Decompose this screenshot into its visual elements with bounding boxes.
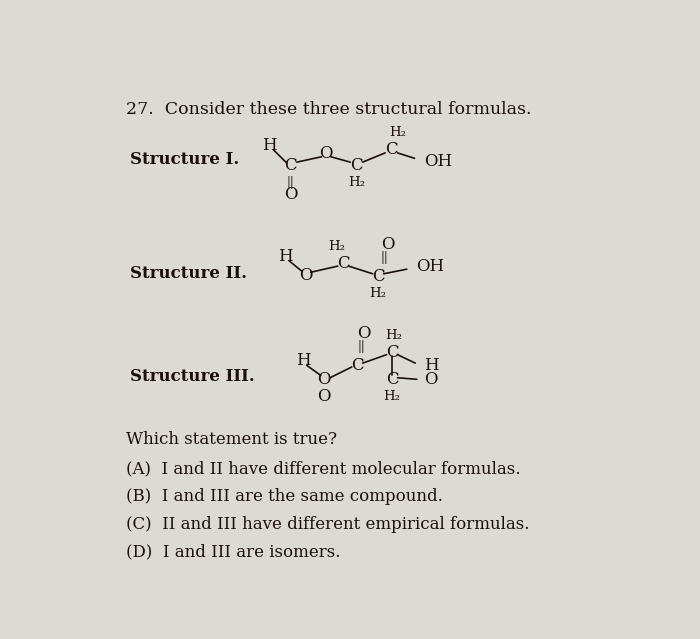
Text: C: C xyxy=(337,254,349,272)
Text: O: O xyxy=(317,388,330,404)
Text: O: O xyxy=(319,145,333,162)
Text: O: O xyxy=(284,186,298,203)
Text: H: H xyxy=(278,247,293,265)
Text: (B)  I and III are the same compound.: (B) I and III are the same compound. xyxy=(126,488,443,505)
Text: C: C xyxy=(386,344,398,361)
Text: H₂: H₂ xyxy=(385,329,402,342)
Text: (D)  I and III are isomers.: (D) I and III are isomers. xyxy=(126,543,341,560)
Text: C: C xyxy=(284,157,297,174)
Text: H₂: H₂ xyxy=(328,240,346,252)
Text: (A)  I and II have different molecular formulas.: (A) I and II have different molecular fo… xyxy=(126,460,521,477)
Text: C: C xyxy=(351,357,363,374)
Text: ||: || xyxy=(287,176,295,189)
Text: H: H xyxy=(262,137,277,155)
Text: O: O xyxy=(300,267,313,284)
Text: O: O xyxy=(381,236,394,253)
Text: O: O xyxy=(357,325,370,342)
Text: O: O xyxy=(317,371,330,388)
Text: H: H xyxy=(295,351,310,369)
Text: Structure I.: Structure I. xyxy=(130,151,239,168)
Text: H₂: H₂ xyxy=(370,288,386,300)
Text: Structure III.: Structure III. xyxy=(130,369,255,385)
Text: C: C xyxy=(385,141,398,158)
Text: H₂: H₂ xyxy=(384,390,400,403)
Text: H₂: H₂ xyxy=(389,127,406,139)
Text: H: H xyxy=(424,357,438,374)
Text: Which statement is true?: Which statement is true? xyxy=(126,431,337,448)
Text: OH: OH xyxy=(416,258,444,275)
Text: OH: OH xyxy=(424,153,452,170)
Text: C: C xyxy=(372,268,384,286)
Text: (C)  II and III have different empirical formulas.: (C) II and III have different empirical … xyxy=(126,516,530,532)
Text: ||: || xyxy=(357,340,365,353)
Text: C: C xyxy=(386,371,398,388)
Text: C: C xyxy=(350,157,363,174)
Text: Structure II.: Structure II. xyxy=(130,265,247,282)
Text: 27.  Consider these three structural formulas.: 27. Consider these three structural form… xyxy=(126,102,532,118)
Text: O: O xyxy=(424,371,438,388)
Text: H₂: H₂ xyxy=(348,176,365,189)
Text: ||: || xyxy=(381,251,388,264)
